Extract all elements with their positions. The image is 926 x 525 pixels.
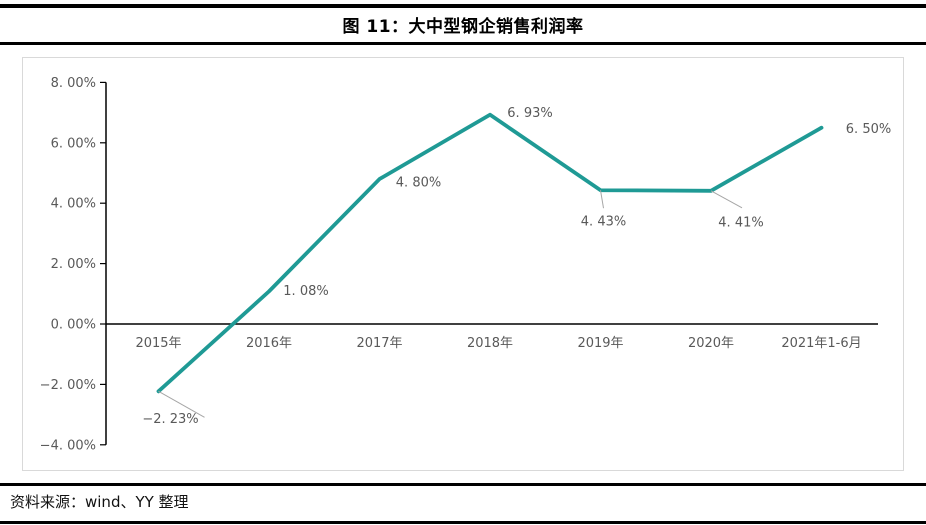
data-label: 6. 50% [846, 122, 891, 137]
y-tick-label: 6. 00% [51, 136, 96, 151]
data-label: 6. 93% [507, 106, 552, 121]
x-axis-label: 2018年 [467, 336, 513, 351]
data-label: −2. 23% [142, 412, 198, 427]
top-rule [0, 4, 926, 8]
y-tick-label: 8. 00% [51, 76, 96, 91]
figure-title: 图 11：大中型钢企销售利润率 [342, 17, 584, 37]
leader-line [710, 190, 743, 209]
x-axis-label: 2017年 [356, 336, 402, 351]
data-label: 1. 08% [283, 284, 328, 299]
bottom-rule [0, 521, 926, 524]
source-top-rule [0, 483, 926, 486]
data-label: 4. 80% [396, 176, 441, 191]
x-axis-label: 2015年 [135, 336, 181, 351]
y-tick-label: 2. 00% [51, 257, 96, 272]
y-tick-label: −2. 00% [40, 378, 96, 393]
source-note: 资料来源：wind、YY 整理 [10, 493, 189, 511]
x-axis-label: 2019年 [577, 336, 623, 351]
chart-area: 8. 00% 6. 00% 4. 00% 2. 00% 0. 00% −2. 00% −4.… [22, 57, 904, 471]
y-tick-label: 0. 00% [51, 318, 96, 333]
data-label: 4. 43% [581, 215, 626, 230]
y-tick-label: 4. 00% [51, 197, 96, 212]
x-axis-label: 2020年 [688, 336, 734, 351]
title-rule [0, 42, 926, 45]
line-chart-svg: 8. 00% 6. 00% 4. 00% 2. 00% 0. 00% −2. 00% −4.… [40, 76, 892, 453]
leader-line [158, 390, 205, 418]
data-label: 4. 41% [718, 215, 763, 230]
leader-line [600, 190, 604, 209]
y-tick-label: −4. 00% [40, 438, 96, 453]
x-axis-label: 2021年1-6月 [781, 336, 861, 351]
x-axis-label: 2016年 [246, 336, 292, 351]
